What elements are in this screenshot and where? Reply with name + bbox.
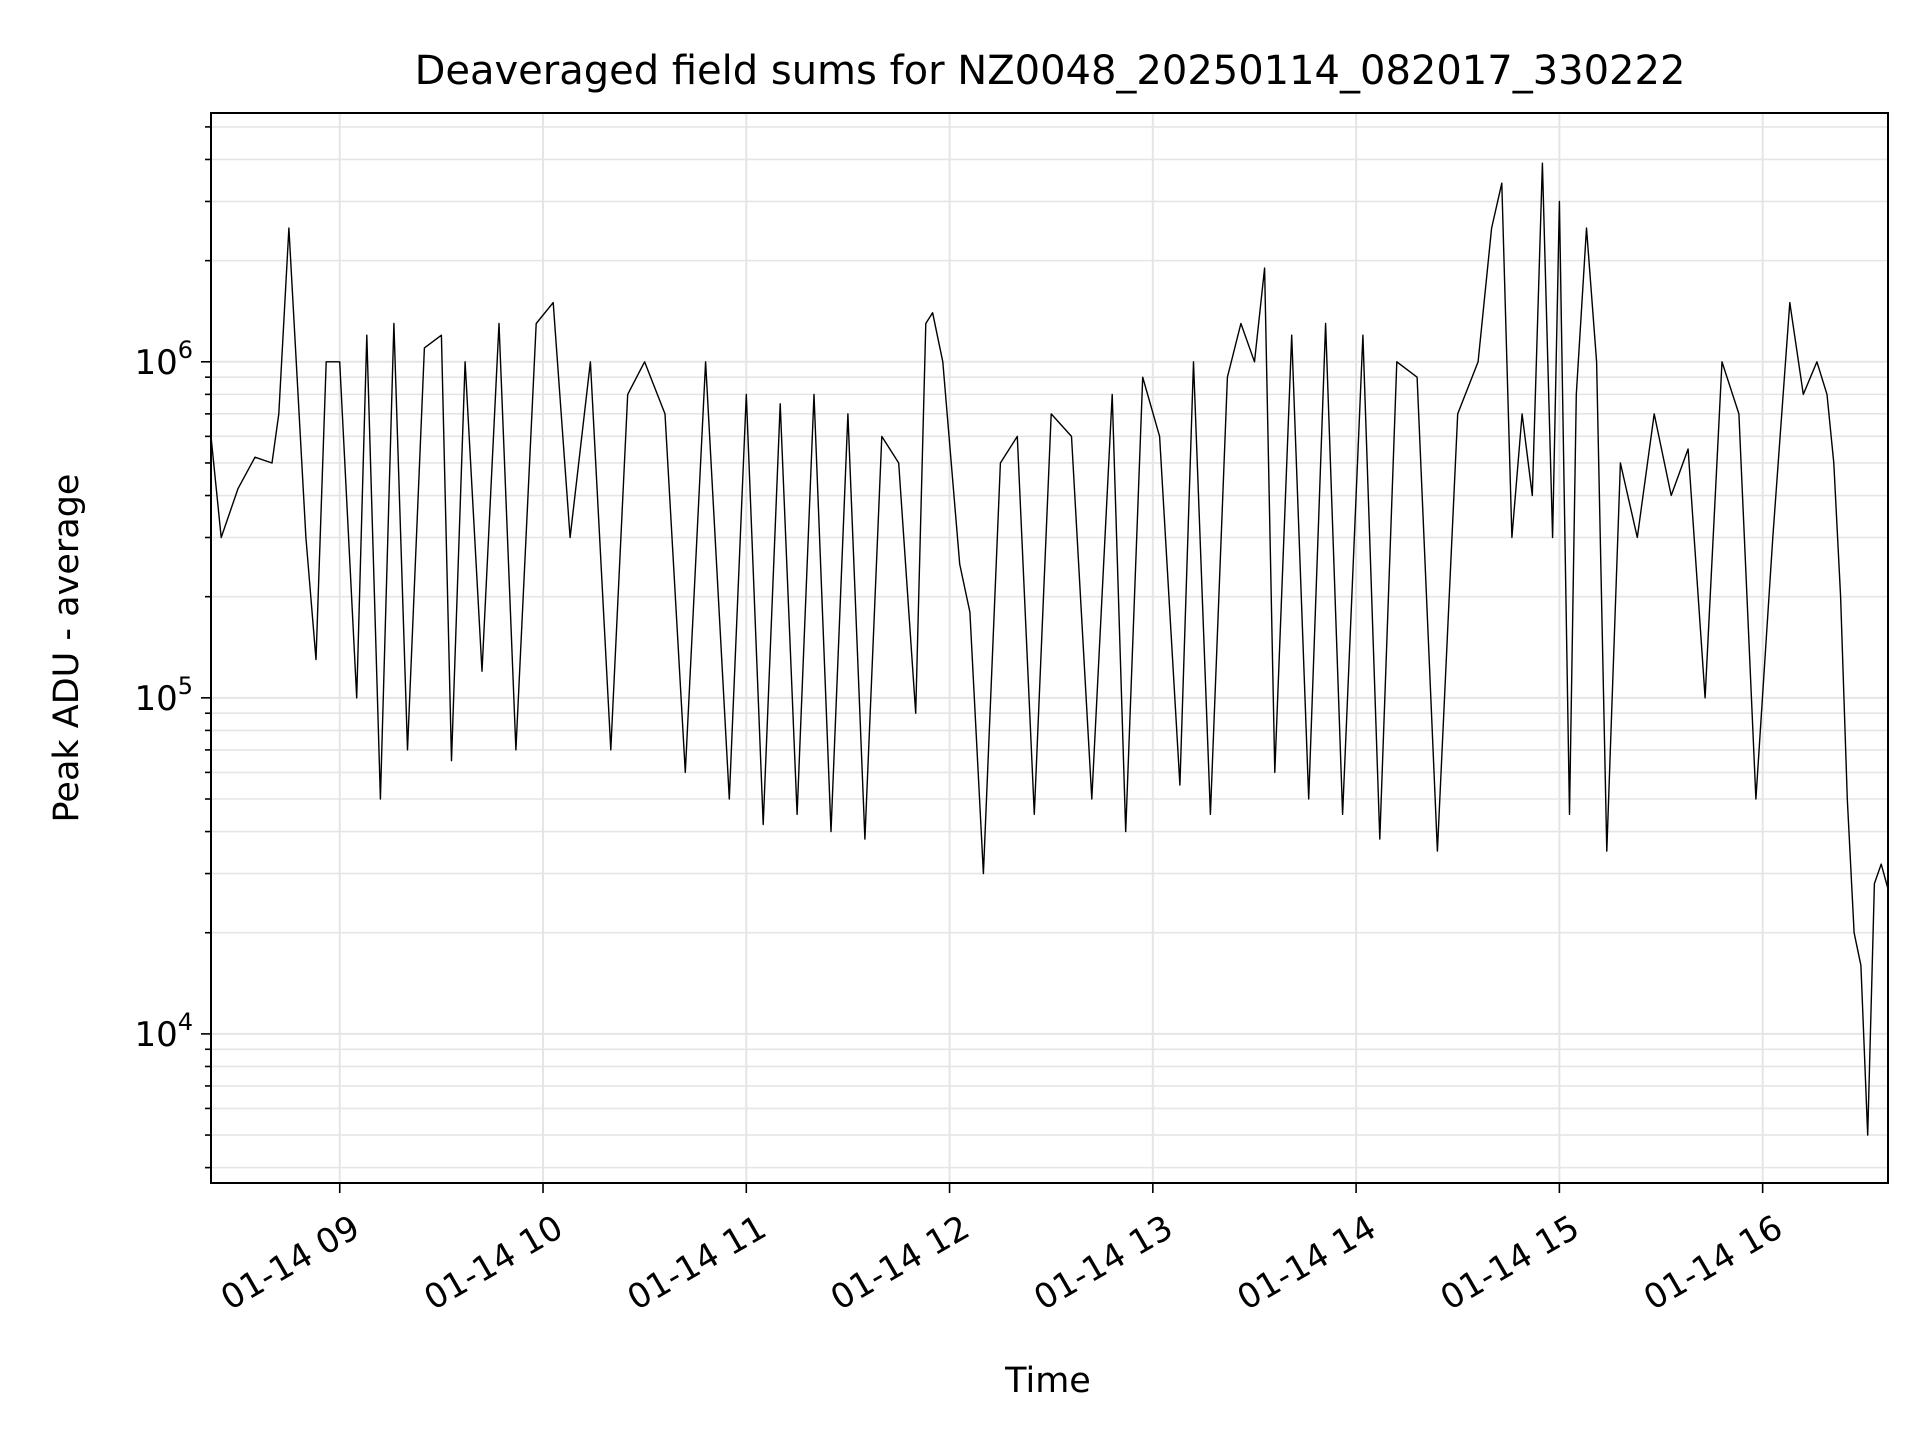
y-tick-label: 104: [134, 1008, 193, 1055]
y-tick-label: 105: [134, 672, 193, 719]
y-tick-exponent: 5: [178, 672, 193, 700]
chart-title: Deaveraged field sums for NZ0048_2025011…: [415, 48, 1686, 94]
y-tick-label: 106: [134, 336, 193, 383]
y-tick-base: 10: [134, 679, 177, 719]
y-tick-base: 10: [134, 343, 177, 383]
axes-frame: [210, 112, 1889, 1184]
y-tick-base: 10: [134, 1015, 177, 1055]
x-axis-label: Time: [1004, 1361, 1091, 1401]
y-tick-exponent: 4: [178, 1008, 193, 1036]
y-tick-exponent: 6: [178, 336, 193, 364]
y-axis-label: Peak ADU - average: [47, 474, 87, 823]
series-line: [210, 162, 1889, 1136]
